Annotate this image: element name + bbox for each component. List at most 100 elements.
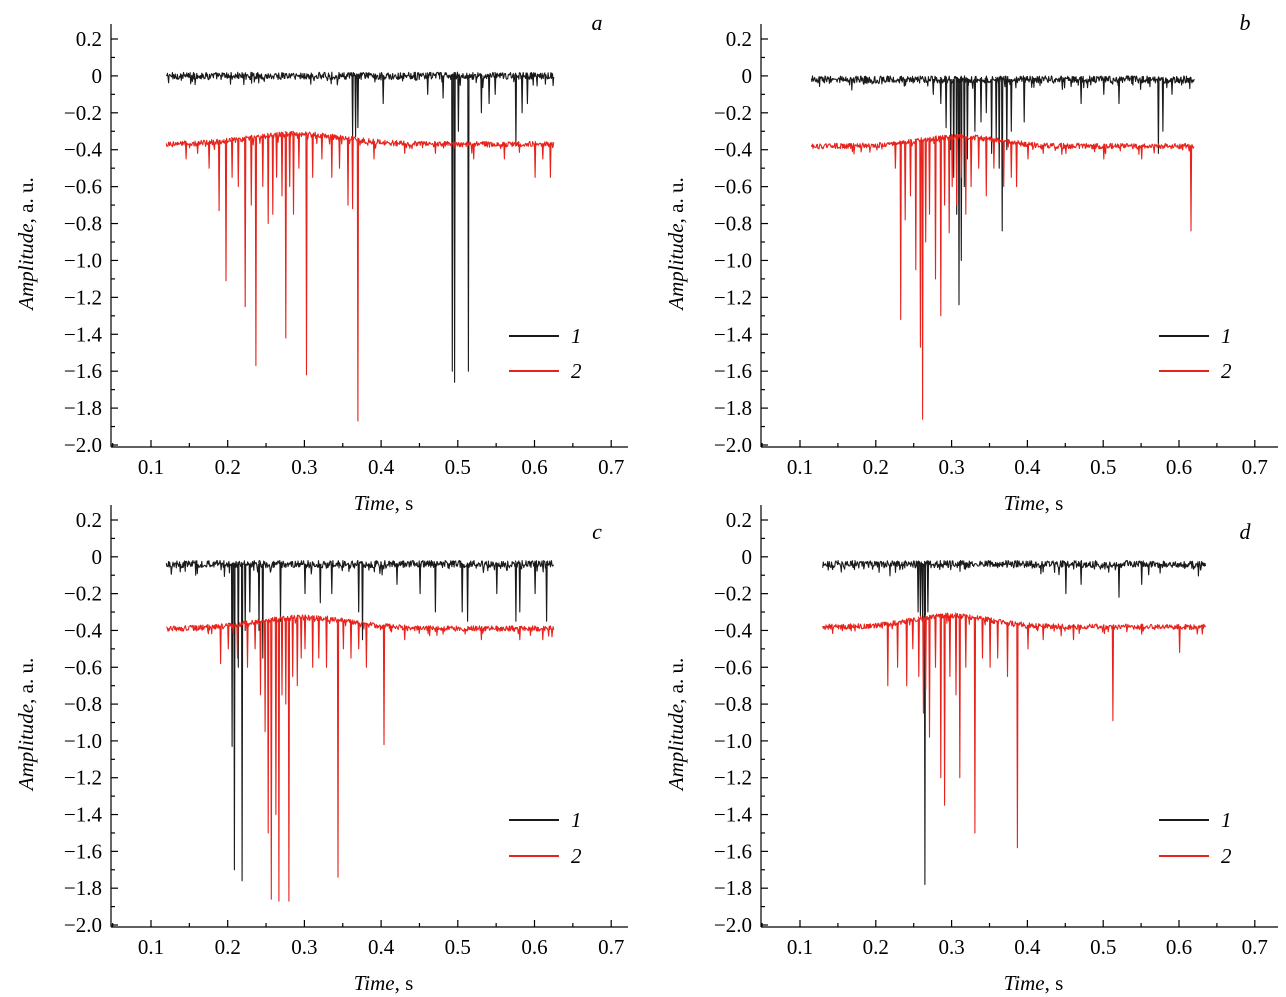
y-tick-label: −0.8	[714, 212, 752, 236]
x-tick-label: 0.7	[1242, 935, 1268, 959]
y-tick-label: −0.8	[64, 212, 102, 236]
y-tick-label: −0.2	[714, 101, 752, 125]
y-tick-label: −0.6	[714, 175, 752, 199]
x-tick-label: 0.3	[291, 455, 317, 479]
x-tick-label: 0.3	[938, 935, 964, 959]
x-axis-title: Time, s	[1004, 491, 1064, 515]
y-tick-label: −1.0	[64, 729, 102, 753]
y-tick-label: 0.2	[726, 508, 752, 532]
legend-label: 2	[571, 844, 582, 868]
x-tick-label: 0.6	[521, 935, 547, 959]
x-tick-label: 0.5	[445, 455, 471, 479]
y-axis-title-unit: , a. u.	[14, 658, 38, 704]
y-tick-label: −2.0	[64, 913, 102, 937]
legend-label: 2	[1221, 359, 1232, 383]
x-tick-label: 0.1	[787, 455, 813, 479]
x-tick-label: 0.1	[787, 935, 813, 959]
x-tick-label: 0.4	[368, 455, 395, 479]
x-axis-title-main: Time	[354, 971, 395, 995]
x-tick-label: 0.2	[215, 935, 241, 959]
y-tick-label: 0.2	[76, 508, 102, 532]
series-2-line	[165, 614, 555, 902]
x-axis-title-main: Time	[1004, 971, 1045, 995]
y-axis-title-unit: , a. u.	[664, 177, 688, 223]
panel-c: 0.2 0 −0.2 −0.4 −0.6 −0.8 −1.0 −1.2 −1.4 −1.6 −1.8…	[14, 505, 628, 995]
series-2-line	[165, 130, 555, 422]
x-axis-title: Time, s	[1004, 971, 1064, 995]
x-tick-label: 0.7	[598, 455, 624, 479]
y-tick-label: −0.8	[64, 692, 102, 716]
x-tick-label: 0.3	[938, 455, 964, 479]
y-tick-label: −1.0	[714, 248, 752, 272]
x-tick-label: 0.7	[1242, 455, 1268, 479]
y-tick-label: −1.6	[714, 359, 752, 383]
x-tick-label: 0.5	[445, 935, 471, 959]
x-tick-label: 0.2	[863, 935, 889, 959]
y-tick-label: 0	[742, 545, 753, 569]
y-axis-title: Amplitude, a. u.	[14, 177, 38, 311]
x-tick-label: 0.5	[1090, 935, 1116, 959]
y-tick-label: −1.4	[714, 322, 753, 346]
panel-letter: c	[592, 519, 602, 544]
series-1-line	[165, 559, 555, 882]
y-tick-label: 0	[92, 545, 103, 569]
legend-label: 1	[1221, 808, 1232, 832]
panel-letter: d	[1240, 519, 1252, 544]
y-axis-title-main: Amplitude	[14, 704, 38, 792]
y-axis-title: Amplitude, a. u.	[664, 177, 688, 311]
y-tick-label: −0.4	[64, 138, 103, 162]
y-tick-label: 0.2	[726, 27, 752, 51]
y-tick-label: 0.2	[76, 27, 102, 51]
y-axis-title: Amplitude, a. u.	[664, 658, 688, 792]
legend-label: 1	[1221, 324, 1232, 348]
x-tick-label: 0.4	[1014, 455, 1041, 479]
y-tick-label: −1.6	[714, 839, 752, 863]
y-tick-label: −0.6	[714, 655, 752, 679]
y-axis-title: Amplitude, a. u.	[14, 658, 38, 792]
x-axis-title-main: Time	[1004, 491, 1045, 515]
y-tick-label: −0.6	[64, 655, 102, 679]
y-axis-title-unit: , a. u.	[664, 658, 688, 704]
y-tick-label: −1.4	[64, 322, 103, 346]
series-1-line	[822, 559, 1207, 886]
legend-label: 1	[571, 324, 582, 348]
y-tick-label: −1.4	[714, 803, 753, 827]
y-tick-label: −1.2	[714, 766, 752, 790]
x-axis-title-unit: , s	[1045, 971, 1064, 995]
y-tick-label: −1.2	[64, 766, 102, 790]
y-tick-label: −0.4	[714, 138, 753, 162]
y-tick-label: −1.0	[714, 729, 752, 753]
legend: 12	[509, 808, 582, 868]
x-tick-label: 0.2	[215, 455, 241, 479]
x-axis-title-main: Time	[354, 491, 395, 515]
y-tick-label: −1.2	[64, 285, 102, 309]
y-tick-label: −1.2	[714, 285, 752, 309]
x-tick-label: 0.7	[598, 935, 624, 959]
panel-letter: b	[1240, 10, 1251, 35]
y-tick-label: −2.0	[714, 913, 752, 937]
panel-d: 0.2 0 −0.2 −0.4 −0.6 −0.8 −1.0 −1.2 −1.4 −1.6 −1.8…	[664, 505, 1278, 995]
panel-letter: a	[592, 10, 603, 35]
x-axis-title-unit: , s	[395, 491, 414, 515]
panel-b: 0.2 0 −0.2 −0.4 −0.6 −0.8 −1.0 −1.2 −1.4 −1.6 −1.8…	[664, 10, 1278, 515]
y-tick-label: −0.2	[714, 582, 752, 606]
x-axis-title-unit: , s	[1045, 491, 1064, 515]
x-tick-label: 0.6	[1166, 935, 1192, 959]
x-tick-label: 0.1	[138, 935, 164, 959]
x-tick-label: 0.4	[1014, 935, 1041, 959]
x-tick-label: 0.6	[1166, 455, 1192, 479]
y-tick-label: −1.4	[64, 803, 103, 827]
y-tick-label: −1.8	[64, 876, 102, 900]
series-1-line	[810, 75, 1195, 306]
y-tick-label: −1.8	[714, 876, 752, 900]
x-axis-title-unit: , s	[395, 971, 414, 995]
x-tick-label: 0.4	[368, 935, 395, 959]
y-tick-label: −2.0	[64, 433, 102, 457]
y-tick-label: −1.8	[64, 396, 102, 420]
y-axis-title-main: Amplitude	[14, 223, 38, 311]
series-2-line	[810, 133, 1195, 420]
panel-a: 0.2 0 −0.2 −0.4 −0.6 −0.8 −1.0 −1.2 −1.4 −1.6 −1.8…	[14, 10, 628, 515]
legend-label: 2	[571, 359, 582, 383]
y-axis-title-unit: , a. u.	[14, 177, 38, 223]
